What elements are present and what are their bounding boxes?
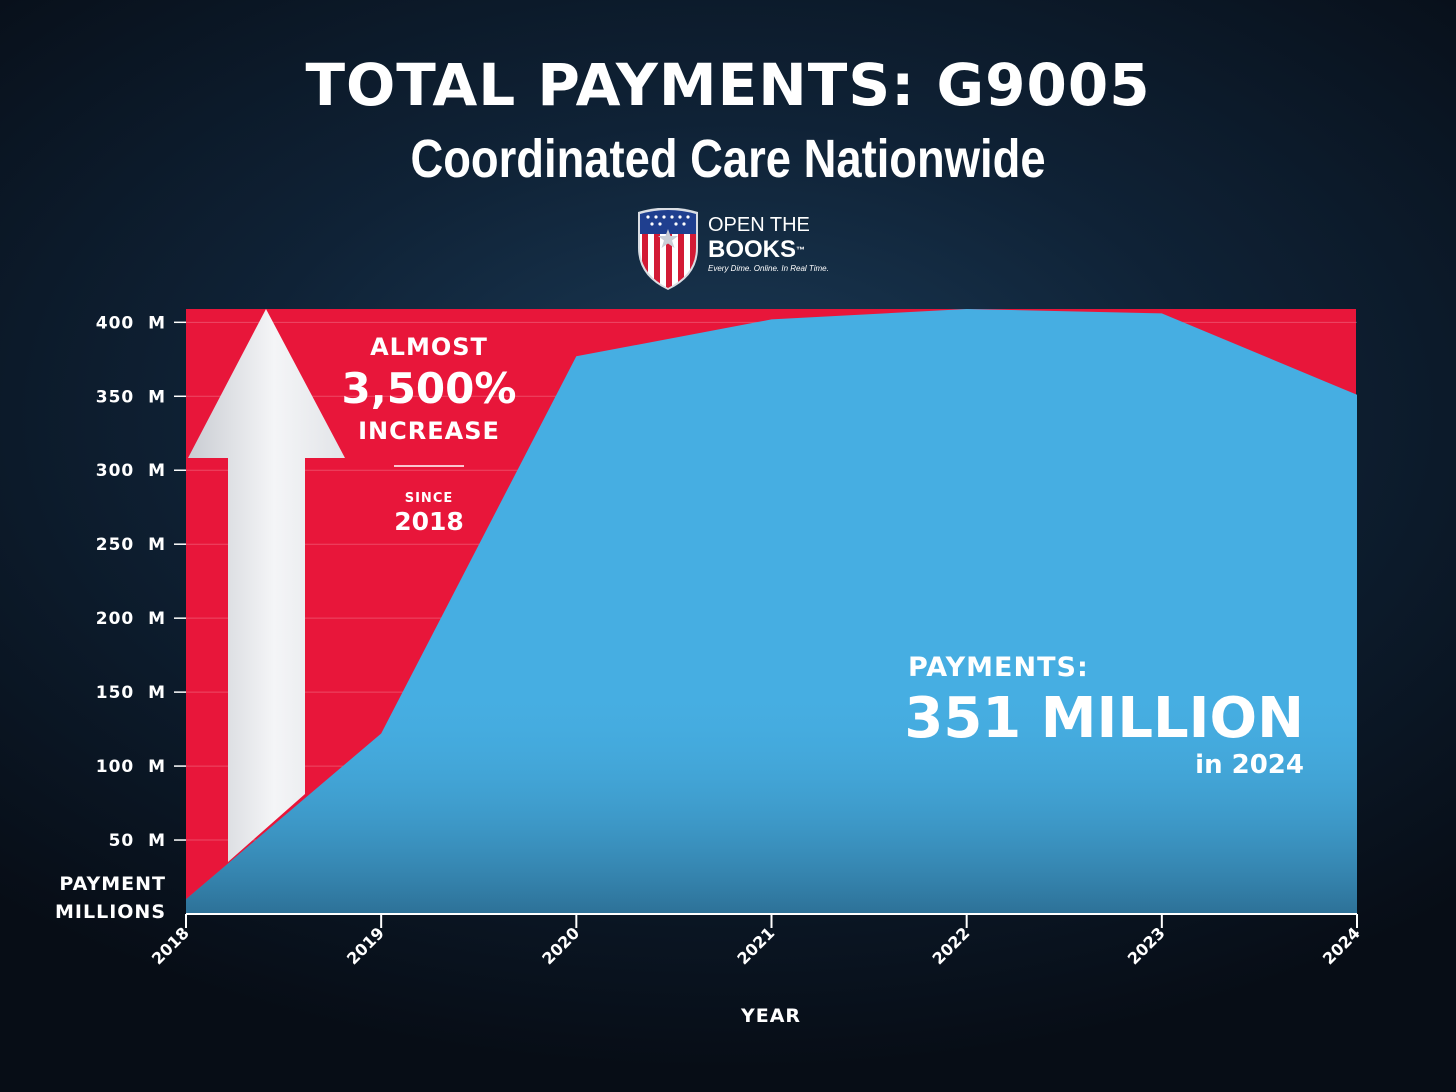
y-axis-title-line1: PAYMENT <box>59 873 166 895</box>
y-axis-title-line2: MILLIONS <box>55 901 166 923</box>
logo-trademark: ™ <box>796 245 806 255</box>
open-the-books-logo: OPEN THE BOOKS™ Every Dime. Online. In R… <box>636 208 836 292</box>
increase-callout-line3: INCREASE <box>358 417 500 445</box>
increase-callout: ALMOST 3,500% INCREASE SINCE 2018 <box>342 333 517 536</box>
y-axis-ticks: 400 M 350 M 300 M 250 M 200 M 150 M 100 M 50 M <box>96 313 186 851</box>
total-callout-value: 351 MILLION <box>904 686 1304 751</box>
y-tick-label: 250 M <box>96 535 166 555</box>
payments-area-shade <box>186 309 1357 914</box>
increase-callout-year: 2018 <box>394 507 464 536</box>
increase-callout-line1: ALMOST <box>370 333 488 361</box>
x-tick-label: 2019 <box>343 923 388 968</box>
x-tick-label: 2024 <box>1319 923 1364 968</box>
x-axis-ticks: 2018 2019 2020 2021 2022 2023 2024 <box>148 914 1364 968</box>
x-tick-label: 2020 <box>538 923 583 968</box>
growth-arrow-icon <box>188 309 345 862</box>
x-tick-label: 2023 <box>1124 923 1169 968</box>
y-tick-label: 400 M <box>96 313 166 333</box>
x-axis-title: YEAR <box>740 1005 801 1027</box>
increase-callout-value: 3,500% <box>342 364 517 413</box>
x-tick-label: 2018 <box>148 923 193 968</box>
y-tick-label: 350 M <box>96 387 166 407</box>
total-callout: PAYMENTS: 351 MILLION in 2024 <box>904 652 1304 780</box>
y-tick-label: 100 M <box>96 757 166 777</box>
chart-title: TOTAL PAYMENTS: G9005 <box>305 51 1151 119</box>
shield-flag-icon <box>638 208 698 290</box>
chart-subtitle: Coordinated Care Nationwide <box>410 129 1046 189</box>
y-tick-label: 300 M <box>96 461 166 481</box>
x-tick-label: 2021 <box>733 923 778 968</box>
logo-tagline: Every Dime. Online. In Real Time. <box>708 264 829 273</box>
increase-callout-since: SINCE <box>405 491 454 506</box>
y-tick-label: 200 M <box>96 609 166 629</box>
logo-text-books: BOOKS <box>708 236 797 263</box>
total-callout-note: in 2024 <box>1195 750 1304 780</box>
y-tick-label: 150 M <box>96 683 166 703</box>
y-tick-label: 50 M <box>109 831 166 851</box>
total-callout-label: PAYMENTS: <box>908 652 1089 683</box>
x-tick-label: 2022 <box>929 923 974 968</box>
logo-text-top: OPEN THE <box>708 214 810 236</box>
logo-text-main: BOOKS™ <box>708 236 805 264</box>
